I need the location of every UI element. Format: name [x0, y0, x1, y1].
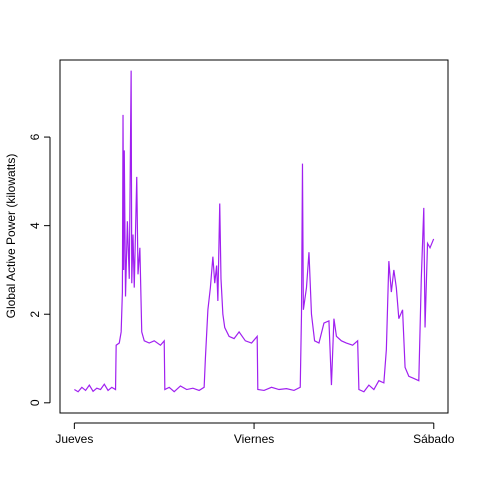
x-tick-label: Viernes — [234, 432, 274, 446]
x-tick-label: Sábado — [413, 432, 455, 446]
x-tick-label: Jueves — [55, 432, 93, 446]
y-tick-label: 2 — [28, 311, 42, 318]
y-tick-label: 6 — [28, 133, 42, 140]
plot-box — [59, 59, 449, 414]
y-axis-label: Global Active Power (kilowatts) — [4, 154, 18, 319]
y-tick-label: 0 — [28, 399, 42, 406]
y-tick-label: 4 — [28, 222, 42, 229]
data-line — [74, 70, 435, 393]
